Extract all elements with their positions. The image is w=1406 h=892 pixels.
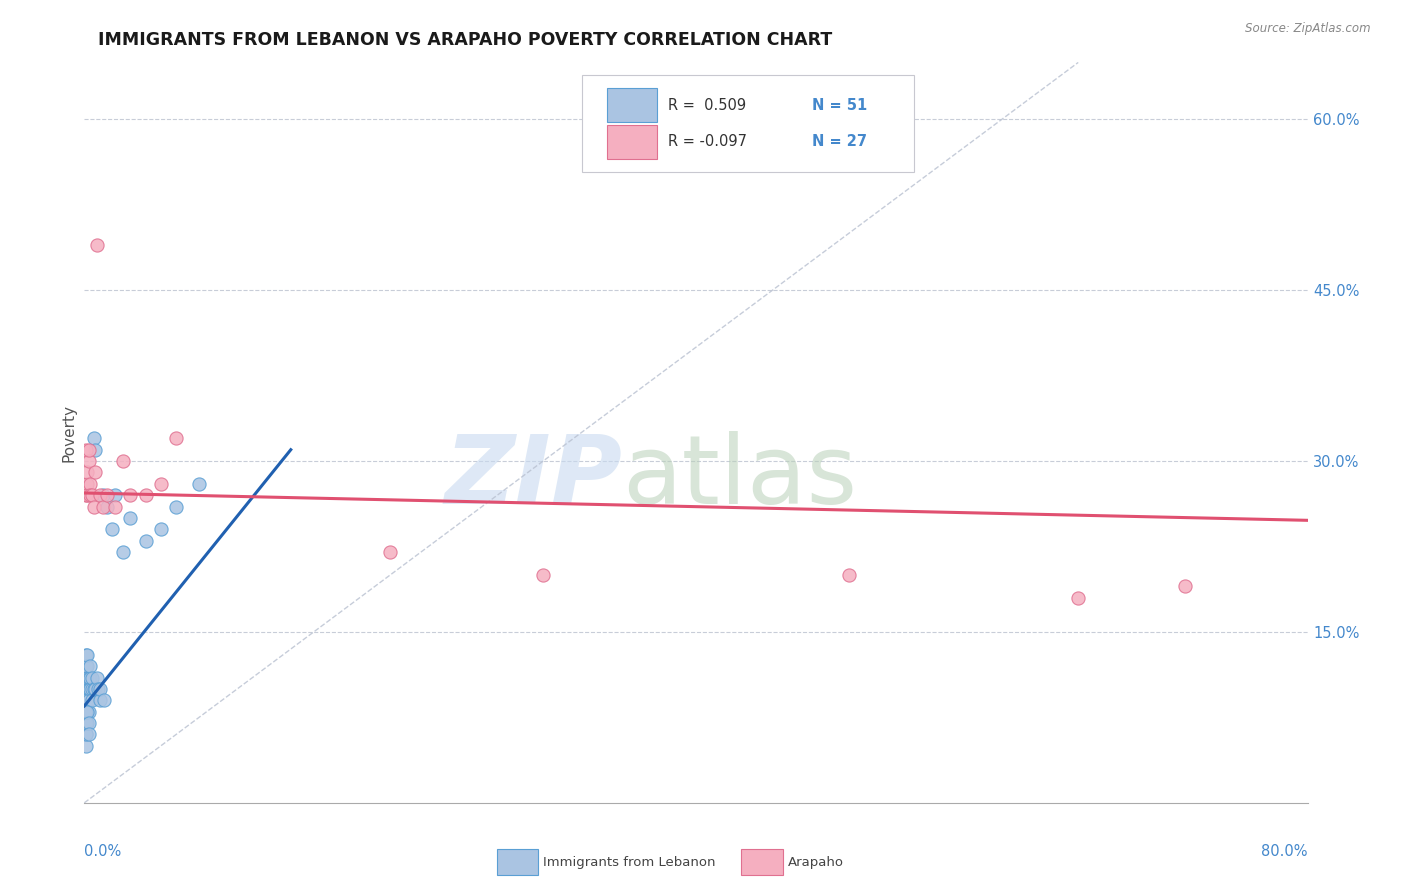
Point [75, 727, 97, 741]
Point [111, 454, 134, 468]
Point [135, 488, 157, 502]
Point [80, 488, 103, 502]
Point [135, 533, 157, 548]
Point [76, 648, 98, 662]
Point [89, 488, 111, 502]
Point [80, 671, 103, 685]
Point [76, 671, 98, 685]
Point [104, 488, 127, 502]
Text: N = 51: N = 51 [813, 98, 868, 113]
Point [188, 476, 211, 491]
Point [149, 523, 172, 537]
Point [79, 681, 101, 696]
Point [77, 716, 100, 731]
Point [87, 681, 110, 696]
Point [79, 659, 101, 673]
FancyBboxPatch shape [606, 125, 657, 159]
Point [75, 488, 97, 502]
Point [77, 727, 100, 741]
Point [77, 671, 100, 685]
Point [84, 442, 107, 457]
Point [165, 431, 187, 445]
Point [77, 442, 100, 457]
Point [75, 659, 97, 673]
Text: N = 27: N = 27 [813, 134, 868, 149]
Point [76, 681, 98, 696]
Point [96, 500, 118, 514]
Point [96, 488, 118, 502]
Text: 80.0%: 80.0% [1261, 844, 1308, 858]
Text: Source: ZipAtlas.com: Source: ZipAtlas.com [1246, 22, 1371, 36]
Point [149, 476, 172, 491]
Point [76, 476, 98, 491]
Point [79, 476, 101, 491]
Point [531, 568, 554, 582]
Point [80, 693, 103, 707]
Point [77, 693, 100, 707]
Point [77, 705, 100, 719]
Point [75, 442, 97, 457]
Text: Immigrants from Lebanon: Immigrants from Lebanon [543, 855, 716, 869]
Point [75, 648, 97, 662]
Point [83, 681, 105, 696]
Text: Arapaho: Arapaho [787, 855, 844, 869]
FancyBboxPatch shape [606, 88, 657, 122]
Y-axis label: Poverty: Poverty [60, 403, 76, 462]
Point [89, 693, 111, 707]
Point [380, 545, 402, 559]
Point [76, 705, 98, 719]
Point [77, 681, 100, 696]
Point [76, 693, 98, 707]
Point [75, 716, 97, 731]
Point [104, 500, 127, 514]
Point [101, 523, 124, 537]
Text: R = -0.097: R = -0.097 [668, 134, 747, 149]
Text: atlas: atlas [623, 431, 858, 524]
Point [79, 488, 101, 502]
Point [91, 500, 114, 514]
Point [76, 466, 98, 480]
FancyBboxPatch shape [741, 848, 783, 875]
Point [1174, 579, 1197, 593]
Point [86, 671, 108, 685]
Point [76, 659, 98, 673]
Point [75, 681, 97, 696]
Text: R =  0.509: R = 0.509 [668, 98, 747, 113]
Point [75, 705, 97, 719]
Point [165, 500, 187, 514]
Point [120, 488, 142, 502]
Point [75, 739, 97, 753]
Point [111, 545, 134, 559]
Point [84, 681, 107, 696]
Text: IMMIGRANTS FROM LEBANON VS ARAPAHO POVERTY CORRELATION CHART: IMMIGRANTS FROM LEBANON VS ARAPAHO POVER… [98, 31, 832, 49]
Text: ZIP: ZIP [444, 431, 623, 524]
Text: 0.0%: 0.0% [84, 844, 121, 858]
Point [93, 693, 115, 707]
Point [75, 727, 97, 741]
Point [76, 716, 98, 731]
Point [76, 488, 98, 502]
Point [86, 237, 108, 252]
Point [75, 716, 97, 731]
Point [75, 693, 97, 707]
FancyBboxPatch shape [582, 75, 914, 172]
FancyBboxPatch shape [496, 848, 538, 875]
Point [76, 705, 98, 719]
Point [75, 671, 97, 685]
Point [84, 466, 107, 480]
Point [91, 488, 114, 502]
Point [83, 431, 105, 445]
Point [75, 705, 97, 719]
Point [77, 454, 100, 468]
Point [80, 681, 103, 696]
Point [79, 671, 101, 685]
Point [838, 568, 860, 582]
Point [1067, 591, 1090, 605]
Point [83, 500, 105, 514]
Point [120, 511, 142, 525]
Point [89, 681, 111, 696]
